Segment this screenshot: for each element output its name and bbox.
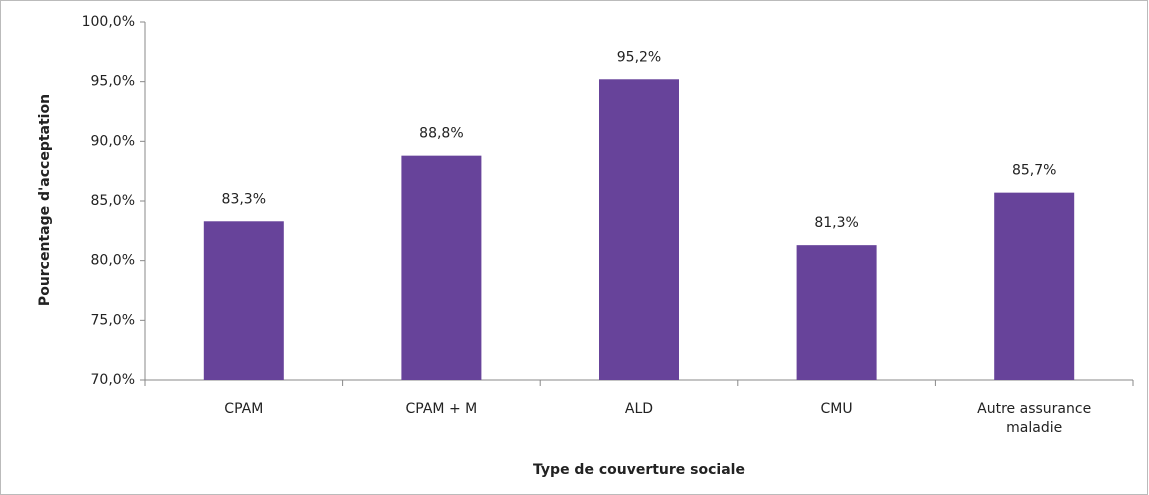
- value-label: 81,3%: [814, 215, 858, 231]
- x-axis-title: Type de couverture sociale: [533, 462, 745, 478]
- value-label: 88,8%: [419, 126, 463, 142]
- value-label: 95,2%: [617, 49, 661, 65]
- x-tick-label: CMU: [820, 401, 853, 417]
- bar: [796, 245, 877, 380]
- y-tick-label: 100,0%: [82, 14, 135, 30]
- value-label: 85,7%: [1012, 163, 1056, 179]
- y-tick-label: 80,0%: [91, 253, 135, 269]
- y-tick-label: 90,0%: [91, 133, 135, 149]
- bar: [401, 155, 482, 380]
- y-tick-label: 85,0%: [91, 193, 135, 209]
- value-label: 83,3%: [222, 191, 266, 207]
- y-tick-label: 95,0%: [91, 74, 135, 90]
- x-tick-label: CPAM + M: [405, 401, 478, 417]
- x-tick-label: ALD: [624, 401, 654, 417]
- x-tick-label: CPAM: [224, 401, 264, 417]
- y-tick-label: 70,0%: [91, 372, 135, 388]
- bar: [599, 79, 679, 380]
- x-tick-label: Autre assurance maladie: [977, 401, 1092, 436]
- bar: [994, 192, 1075, 380]
- y-tick-label: 75,0%: [91, 312, 135, 328]
- bar: [203, 221, 284, 380]
- y-axis-title: Pourcentage d'acceptation: [37, 94, 53, 306]
